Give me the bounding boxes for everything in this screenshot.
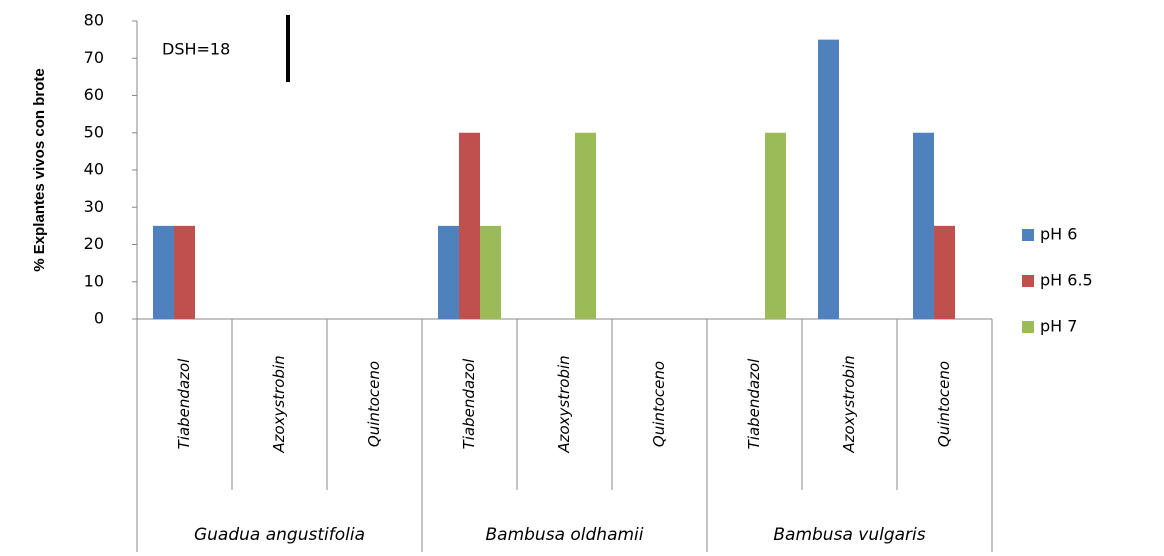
- bar: [459, 132, 480, 319]
- y-axis-label: % Explantes vivos con brote: [31, 68, 48, 271]
- x-tick-label: Quintoceno: [650, 361, 668, 447]
- x-tick-label: Tiabendazol: [460, 358, 478, 450]
- y-tick-label: 50: [84, 122, 104, 141]
- bar: [818, 39, 839, 319]
- y-tick-label: 80: [84, 11, 104, 30]
- y-tick-label: 10: [84, 271, 104, 290]
- annotation: DSH=18: [162, 40, 230, 59]
- x-tick-label: Quintoceno: [935, 361, 953, 447]
- legend-label: pH 7: [1040, 317, 1077, 336]
- bar: [438, 225, 459, 319]
- group-label: Bambusa oldhamii: [486, 525, 644, 545]
- y-tick-label: 40: [84, 160, 104, 179]
- y-tick-label: 30: [84, 197, 104, 216]
- x-tick-label: Tiabendazol: [175, 358, 193, 450]
- x-tick-label: Tiabendazol: [745, 358, 763, 450]
- legend-label: pH 6.5: [1040, 271, 1093, 290]
- x-tick-label: Azoxystrobin: [270, 355, 288, 453]
- y-tick-label: 60: [84, 85, 104, 104]
- group-label: Bambusa vulgaris: [773, 525, 925, 545]
- group-label: Guadua angustifolia: [194, 525, 365, 545]
- x-tick-label: Azoxystrobin: [840, 355, 858, 453]
- bar: [153, 225, 174, 319]
- x-tick-label: Azoxystrobin: [555, 355, 573, 453]
- legend-swatch: [1022, 229, 1034, 241]
- bar: [174, 225, 195, 319]
- y-tick-label: 0: [94, 309, 104, 328]
- bar: [480, 225, 501, 319]
- bar: [934, 225, 955, 319]
- y-tick-label: 20: [84, 234, 104, 253]
- bar: [913, 132, 934, 319]
- y-tick-label: 70: [84, 48, 104, 67]
- x-tick-label: Quintoceno: [365, 361, 383, 447]
- legend-label: pH 6: [1040, 225, 1077, 244]
- legend-swatch: [1022, 275, 1034, 287]
- bar: [575, 132, 596, 319]
- legend-swatch: [1022, 321, 1034, 333]
- bar: [765, 132, 786, 319]
